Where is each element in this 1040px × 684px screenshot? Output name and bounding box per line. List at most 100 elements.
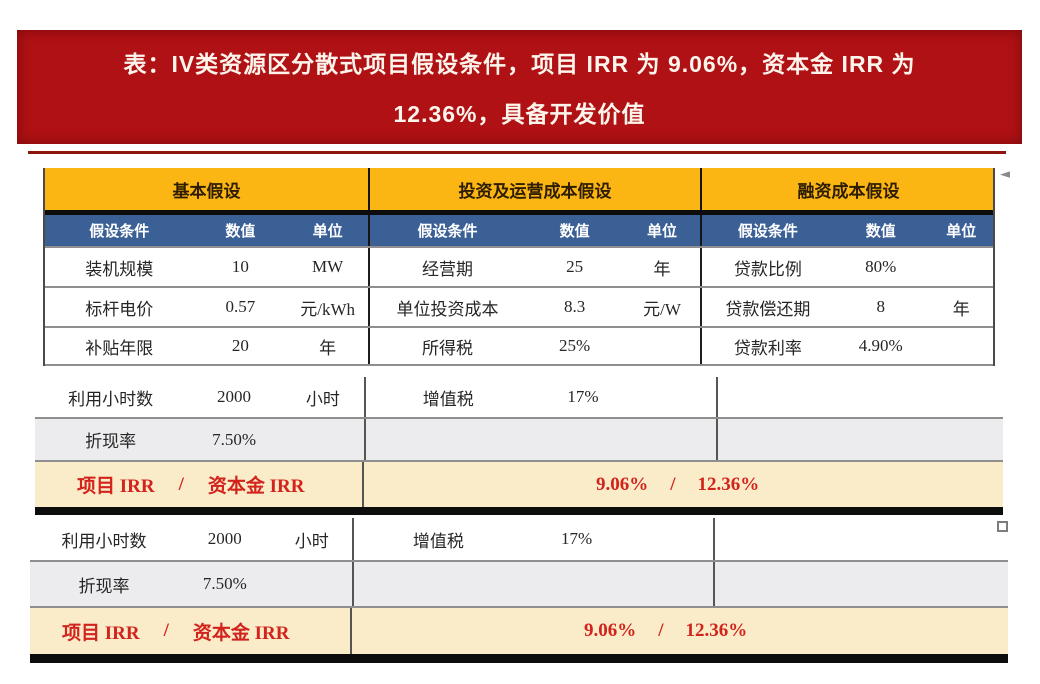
col-header: 单位 [312,224,343,240]
group-header-financing: 融资成本假设 [700,168,995,210]
col-header: 假设条件 [737,224,798,240]
row-label: 贷款比例 [733,259,802,279]
row-value: 4.90% [858,336,903,355]
cell-group-basic: 装机规模 10 MW [45,248,368,286]
row-label: 增值税 [422,389,474,409]
usage-hours-cell: 利用小时数 2000 小时 [30,518,352,560]
row-label: 贷款利率 [733,338,802,358]
empty-cell [716,419,1003,460]
equity-irr-value: 12.36% [697,473,760,495]
col-header: 数值 [559,224,590,240]
column-headers-financing: 假设条件 数值 单位 [700,215,995,246]
row-unit: 小时 [294,531,329,551]
banner-title-line1: 表：IV类资源区分散式项目假设条件，项目 IRR 为 9.06%，资本金 IRR… [123,51,916,78]
discount-rate-cell: 折现率 7.50% [35,419,364,460]
row-value: 25 [566,257,584,276]
row-label: 所得税 [422,338,474,358]
empty-cell [713,518,1008,560]
discount-rate-row: 折现率 7.50% [30,562,1008,608]
cell-group-investment: 经营期 25 年 [368,248,700,286]
header-divider-bar [45,210,993,215]
cell-group-financing: 贷款比例 80% [700,248,995,286]
row-value: 2000 [217,387,252,406]
cell-group-investment: 所得税 25% [368,328,700,364]
irr-value-separator: / [670,473,676,495]
row-unit: 年 [952,299,970,319]
irr-result-row: 项目 IRR / 资本金 IRR 9.06% / 12.36% [30,608,1008,654]
supplementary-rows-block-1: 利用小时数 2000 小时 增值税 17% 折现率 7.50% 项目 IRR /… [35,377,1003,515]
supplementary-rows-block-2: 利用小时数 2000 小时 增值税 17% 折现率 7.50% 项目 IRR /… [30,518,1008,663]
usage-hours-cell: 利用小时数 2000 小时 [35,377,364,417]
table-row: 装机规模 10 MW 经营期 25 年 贷款比例 80% [45,246,993,286]
project-irr-value: 9.06% [596,473,649,495]
col-header: 单位 [647,224,678,240]
row-label: 利用小时数 [68,389,154,409]
irr-separator: / [163,620,169,641]
project-irr-label: 项目 IRR [62,622,140,644]
row-unit: 元/kWh [300,299,355,319]
row-unit: MW [312,257,344,276]
row-unit: 年 [319,338,337,358]
column-headers-investment: 假设条件 数值 单位 [368,215,700,246]
row-value: 7.50% [202,574,247,593]
row-label: 装机规模 [85,259,154,279]
empty-cell [352,562,713,606]
equity-irr-label: 资本金 IRR [192,622,290,644]
row-label: 折现率 [85,432,137,451]
row-value: 8.3 [563,297,586,316]
row-unit: 元/W [643,299,681,319]
group-header-basic: 基本假设 [172,181,241,201]
row-value: 17% [567,387,599,406]
empty-cell [716,377,1003,417]
col-header: 数值 [865,224,896,240]
row-unit: 小时 [305,389,340,409]
resize-handle-icon [997,521,1008,532]
cell-group-financing: 贷款偿还期 8 年 [700,288,995,326]
table-row: 标杆电价 0.57 元/kWh 单位投资成本 8.3 元/W 贷款偿还期 8 年 [45,286,993,326]
irr-values-area: 9.06% / 12.36% [364,462,1003,507]
row-value: 10 [231,257,249,276]
project-irr-value: 9.06% [584,620,637,641]
equity-irr-label: 资本金 IRR [207,476,305,497]
cell-group-investment: 单位投资成本 8.3 元/W [368,288,700,326]
discount-rate-row: 折现率 7.50% [35,419,1003,462]
row-label: 贷款偿还期 [725,299,811,319]
row-label: 增值税 [412,531,464,551]
group-header-row: 基本假设 投资及运营成本假设 融资成本假设 [45,168,993,210]
table-title-banner: 表：IV类资源区分散式项目假设条件，项目 IRR 为 9.06%，资本金 IRR… [17,30,1022,144]
row-label: 单位投资成本 [396,299,499,319]
scroll-arrow-icon: ◄ [1000,167,1010,182]
row-label: 经营期 [422,259,474,279]
column-header-row: 假设条件 数值 单位 假设条件 数值 单位 假设条件 数值 单位 [45,215,993,246]
vat-cell: 增值税 17% [352,518,713,560]
column-headers-basic: 假设条件 数值 单位 [45,215,368,246]
banner-underline-rule [28,151,1006,154]
col-header: 假设条件 [89,224,150,240]
row-label: 补贴年限 [85,338,154,358]
col-header: 数值 [225,224,256,240]
vat-cell: 增值税 17% [364,377,716,417]
row-value: 17% [560,529,593,548]
table-bottom-bar [35,507,1003,515]
row-value: 7.50% [212,429,256,449]
row-unit: 年 [653,259,671,279]
row-value: 25% [559,336,591,355]
row-label: 标杆电价 [85,299,154,319]
irr-labels: 项目 IRR / 资本金 IRR [30,608,352,654]
cell-group-basic: 补贴年限 20 年 [45,328,368,364]
col-header: 假设条件 [417,224,478,240]
banner-title-line2: 12.36%，具备开发价值 [393,100,646,127]
row-value: 8 [876,297,885,316]
irr-separator: / [178,473,184,495]
irr-values: 9.06% / 12.36% [584,608,1008,654]
cell-group-financing: 贷款利率 4.90% [700,328,995,364]
col-header: 单位 [946,224,977,240]
assumptions-table: 基本假设 投资及运营成本假设 融资成本假设 假设条件 数值 单位 假设条件 数值… [43,168,995,366]
discount-rate-cell: 折现率 7.50% [30,562,352,606]
row-value: 20 [231,336,249,355]
row-value: 0.57 [225,297,256,316]
row-label: 利用小时数 [61,531,147,551]
table-row: 补贴年限 20 年 所得税 25% 贷款利率 4.90% [45,326,993,366]
group-header-investment: 投资及运营成本假设 [368,168,700,210]
